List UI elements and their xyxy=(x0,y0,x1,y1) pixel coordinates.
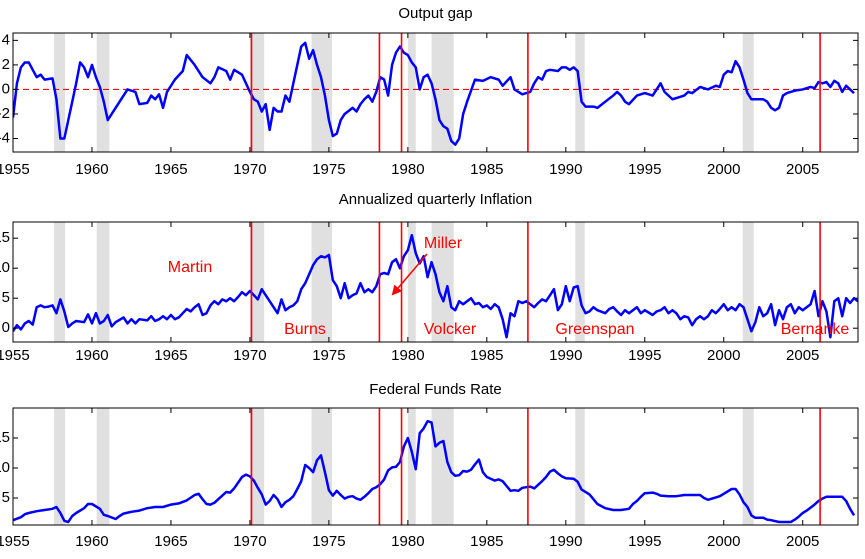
x-tick-label: 1975 xyxy=(312,533,345,550)
y-tick-label: 15 xyxy=(0,429,10,446)
recession-band xyxy=(96,408,110,525)
recession-band xyxy=(431,33,454,152)
y-tick-label: 15 xyxy=(0,229,10,246)
recession-band xyxy=(431,222,454,342)
x-tick-label: 1990 xyxy=(549,161,582,178)
x-tick-label: 1960 xyxy=(75,533,108,550)
x-tick-label: 2000 xyxy=(707,161,740,178)
x-tick-label: 1960 xyxy=(75,347,108,364)
series-line xyxy=(13,233,858,339)
y-tick-label: 0 xyxy=(2,319,10,336)
recession-band xyxy=(407,222,416,342)
recession-band xyxy=(311,408,333,525)
recession-band xyxy=(742,222,754,342)
x-tick-label: 1970 xyxy=(233,161,266,178)
plot-frame xyxy=(12,407,859,526)
x-tick-label: 1975 xyxy=(312,161,345,178)
annotation: Bernanke xyxy=(781,321,850,338)
y-tick-label: 0 xyxy=(2,80,10,97)
recession-band xyxy=(54,408,66,525)
annotation: Miller xyxy=(424,235,463,252)
x-tick-label: 2000 xyxy=(707,533,740,550)
x-tick-label: 1985 xyxy=(470,533,503,550)
y-tick-label: 4 xyxy=(2,31,10,48)
y-tick-label: 10 xyxy=(0,259,10,276)
recession-band xyxy=(54,222,66,342)
recession-band xyxy=(311,33,333,152)
annotation: Volcker xyxy=(424,321,477,338)
plot-frame xyxy=(12,221,859,343)
x-tick-label: 1975 xyxy=(312,347,345,364)
recession-band xyxy=(249,222,265,342)
recession-band xyxy=(431,408,454,525)
recession-band xyxy=(742,408,754,525)
panel-title: Output gap xyxy=(398,5,472,22)
x-tick-label: 2005 xyxy=(786,347,819,364)
y-tick-label: -4 xyxy=(0,129,10,146)
x-tick-label: 1980 xyxy=(391,161,424,178)
y-tick-label: -2 xyxy=(0,105,10,122)
x-tick-label: 1985 xyxy=(470,347,503,364)
y-tick-label: 5 xyxy=(2,489,10,506)
recession-band xyxy=(54,33,66,152)
recession-band xyxy=(96,33,110,152)
series-line xyxy=(13,419,856,524)
recession-band xyxy=(311,222,333,342)
recession-band xyxy=(96,222,110,342)
y-tick-label: 5 xyxy=(2,289,10,306)
annotation: Burns xyxy=(284,321,326,338)
x-tick-label: 1960 xyxy=(75,161,108,178)
y-tick-label: 2 xyxy=(2,56,10,73)
recession-band xyxy=(249,408,265,525)
x-tick-label: 2000 xyxy=(707,347,740,364)
series-line xyxy=(13,41,855,146)
y-tick-label: 10 xyxy=(0,459,10,476)
recession-band xyxy=(249,33,265,152)
x-tick-label: 1955 xyxy=(0,347,30,364)
recession-band xyxy=(575,408,585,525)
annotation-arrow xyxy=(391,253,428,296)
x-tick-label: 1965 xyxy=(154,161,187,178)
x-tick-label: 1990 xyxy=(549,533,582,550)
x-tick-label: 1995 xyxy=(628,347,661,364)
x-tick-label: 1995 xyxy=(628,161,661,178)
x-tick-label: 1995 xyxy=(628,533,661,550)
x-tick-label: 1955 xyxy=(0,161,30,178)
panel-title: Federal Funds Rate xyxy=(369,381,502,398)
panel: Output gap -4 -2 0 2 4 1955 1960 1965 1970 1975 198… xyxy=(0,5,859,178)
x-tick-label: 2005 xyxy=(786,161,819,178)
recession-band xyxy=(407,33,416,152)
x-tick-label: 1965 xyxy=(154,533,187,550)
x-tick-label: 1970 xyxy=(233,347,266,364)
annotation: Martin xyxy=(168,259,212,276)
annotation: Greenspan xyxy=(555,321,634,338)
x-tick-label: 1965 xyxy=(154,347,187,364)
panel-title: Annualized quarterly Inflation xyxy=(339,191,532,208)
panel: Annualized quarterly Inflation 0 5 10 15 1955… xyxy=(0,191,859,364)
x-tick-label: 1990 xyxy=(549,347,582,364)
x-tick-label: 1955 xyxy=(0,533,30,550)
recession-band xyxy=(575,222,585,342)
plot-frame xyxy=(12,32,859,153)
x-tick-label: 1980 xyxy=(391,533,424,550)
x-tick-label: 2005 xyxy=(786,533,819,550)
x-tick-label: 1985 xyxy=(470,161,503,178)
panel: Federal Funds Rate 5 10 15 1955 1960 1965 1970 1… xyxy=(0,381,859,550)
x-tick-label: 1980 xyxy=(391,347,424,364)
x-tick-label: 1970 xyxy=(233,533,266,550)
recession-band xyxy=(407,408,416,525)
